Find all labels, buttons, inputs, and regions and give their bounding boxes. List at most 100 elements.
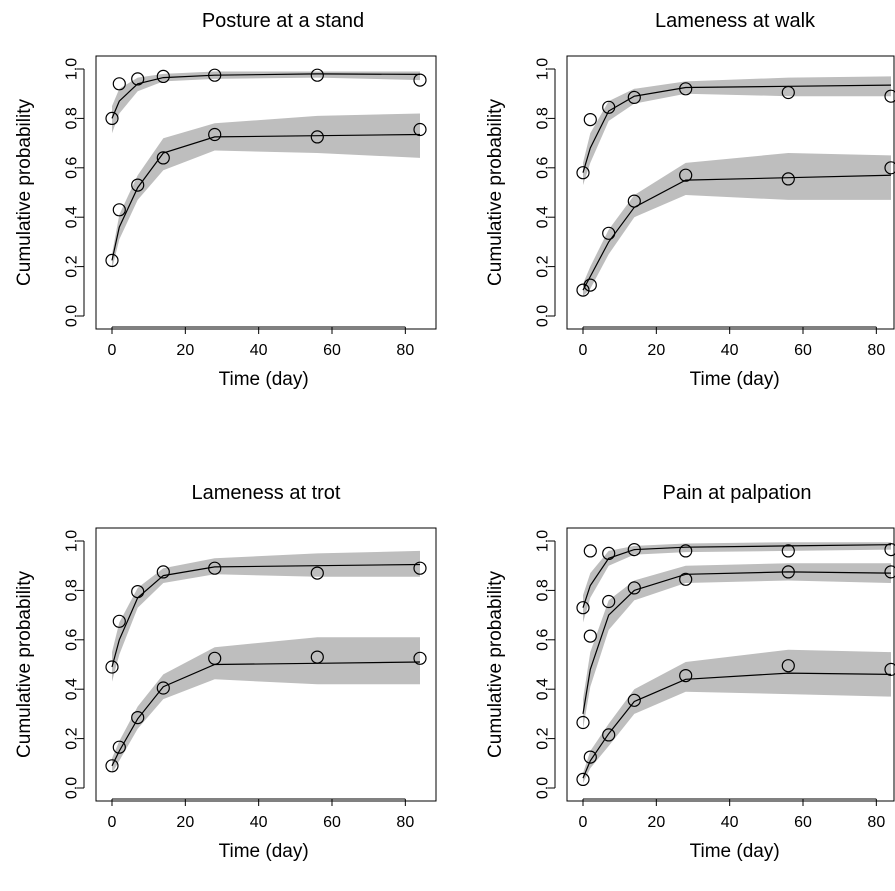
observed-point (413, 122, 427, 137)
x-tick-label: 60 (323, 814, 341, 831)
y-axis-title: Cumulative probability (14, 99, 35, 286)
x-tick-label: 0 (579, 342, 588, 359)
observed-point (627, 693, 641, 707)
predicted-line (111, 73, 421, 119)
y-tick-label: 0.8 (535, 579, 552, 601)
y-tick-label: 0.0 (535, 305, 552, 327)
panel-posture-at-a-stand: 0 20 40 60 80 0.0 0.2 0.4 0.6 0.8 1.0 Posture at a … (14, 10, 437, 390)
panel-lameness-at-trot: 0 20 40 60 80 0.0 0.2 0.4 0.6 0.8 1.0 Lameness at t… (14, 482, 437, 862)
predicted-line (111, 563, 421, 668)
x-tick-label: 20 (176, 342, 194, 359)
observed-point (156, 151, 170, 165)
observed-point (105, 253, 119, 267)
x-axis-title: Time (day) (219, 369, 309, 390)
observed-point (627, 542, 641, 557)
observed-point (679, 82, 693, 96)
x-axis-title: Time (day) (219, 841, 309, 862)
y-tick-label: 0.0 (64, 305, 81, 327)
confidence-band (583, 76, 891, 186)
observed-point (583, 629, 597, 643)
observed-point (781, 659, 795, 673)
observed-point (208, 651, 222, 665)
confidence-band (583, 649, 891, 784)
observed-point (208, 68, 222, 82)
panel-lameness-at-walk: 0 20 40 60 80 0.0 0.2 0.4 0.6 0.8 1.0 Lameness at w… (485, 10, 895, 390)
confidence-band (112, 637, 420, 774)
confidence-band (112, 550, 420, 682)
predicted-line (582, 672, 892, 779)
y-tick-label: 0.4 (535, 678, 552, 700)
observed-point (413, 651, 427, 665)
x-tick-label: 60 (794, 814, 812, 831)
y-tick-label: 0.2 (535, 727, 552, 749)
observed-point (105, 660, 119, 674)
x-tick-label: 80 (867, 814, 885, 831)
observed-point (884, 161, 895, 175)
observed-point (413, 73, 427, 87)
y-tick-label: 0.2 (64, 255, 81, 277)
chart-title: Lameness at walk (655, 10, 816, 32)
observed-point (208, 561, 222, 575)
x-tick-label: 0 (579, 814, 588, 831)
plot-frame (95, 55, 437, 330)
observed-point (583, 112, 597, 127)
y-axis-title: Cumulative probability (14, 571, 35, 758)
y-tick-label: 0.6 (64, 157, 81, 179)
predicted-line (582, 544, 892, 608)
observed-point (310, 130, 324, 144)
observed-point (781, 85, 795, 100)
y-tick-label: 0.0 (535, 777, 552, 799)
observed-point (884, 565, 895, 579)
x-tick-label: 20 (647, 342, 665, 359)
observed-point (112, 740, 126, 754)
observed-point (781, 565, 795, 579)
observed-point (781, 544, 795, 558)
y-axis-title: Cumulative probability (485, 571, 506, 758)
observed-point (413, 561, 427, 575)
observed-point (576, 601, 590, 615)
observed-point (105, 111, 119, 126)
x-tick-label: 40 (721, 342, 739, 359)
y-tick-label: 0.6 (64, 629, 81, 651)
y-tick-label: 0.6 (535, 157, 552, 179)
x-axis-title: Time (day) (690, 369, 780, 390)
observed-point (576, 715, 590, 730)
confidence-band (583, 563, 891, 729)
x-tick-label: 40 (250, 814, 268, 831)
x-tick-label: 40 (250, 342, 268, 359)
x-tick-label: 20 (176, 814, 194, 831)
y-tick-label: 0.2 (535, 255, 552, 277)
confidence-band (583, 153, 891, 297)
observed-point (602, 546, 616, 561)
predicted-line (111, 133, 421, 261)
x-tick-label: 20 (647, 814, 665, 831)
x-axis-title: Time (day) (690, 841, 780, 862)
confidence-band (112, 71, 420, 134)
observed-point (583, 544, 597, 558)
chart-title: Lameness at trot (192, 482, 341, 504)
x-tick-label: 0 (108, 814, 117, 831)
y-tick-label: 0.8 (535, 107, 552, 129)
observed-point (602, 100, 616, 114)
observed-point (576, 283, 590, 297)
x-tick-label: 0 (108, 342, 117, 359)
y-tick-label: 0.4 (535, 206, 552, 228)
y-tick-label: 1.0 (535, 58, 552, 80)
x-tick-label: 40 (721, 814, 739, 831)
observed-point (576, 166, 590, 180)
y-tick-label: 0.4 (64, 206, 81, 228)
observed-point (131, 72, 145, 86)
observed-point (131, 710, 145, 725)
y-tick-label: 1.0 (64, 58, 81, 80)
observed-point (884, 662, 895, 676)
y-tick-label: 0.6 (535, 629, 552, 651)
observed-point (679, 668, 693, 683)
observed-point (112, 614, 126, 628)
y-tick-label: 0.4 (64, 678, 81, 700)
observed-point (884, 89, 895, 103)
chart-title: Posture at a stand (202, 10, 364, 32)
y-tick-label: 0.8 (64, 107, 81, 129)
observed-point (627, 90, 641, 105)
observed-point (627, 581, 641, 595)
